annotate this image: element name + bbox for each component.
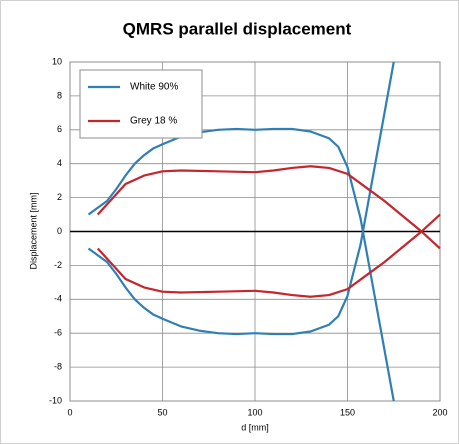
y-tick-label: -10 [49, 395, 62, 405]
data-line [96, 165, 441, 298]
x-tick-label: 50 [157, 407, 167, 417]
x-axis-label: d [mm] [241, 422, 269, 432]
y-tick-label: -6 [54, 328, 62, 338]
x-tick-label: 150 [340, 407, 355, 417]
legend-box [79, 69, 203, 139]
y-tick-label: 2 [57, 192, 62, 202]
y-tick-label: -2 [54, 260, 62, 270]
x-tick-label: 100 [247, 407, 262, 417]
y-tick-label: 0 [57, 226, 62, 236]
y-tick-label: 8 [57, 90, 62, 100]
x-tick-label: 0 [67, 407, 72, 417]
x-tick-label: 200 [432, 407, 447, 417]
y-tick-label: -8 [54, 361, 62, 371]
chart-title: QMRS parallel displacement [123, 19, 352, 38]
y-tick-label: 4 [57, 158, 62, 168]
y-tick-label: -4 [54, 294, 62, 304]
y-tick-label: 6 [57, 124, 62, 134]
y-tick-label: 10 [52, 56, 62, 66]
y-axis-label: Displacement [mm] [28, 192, 38, 269]
legend-label: Grey 18 % [130, 116, 177, 127]
data-line [87, 61, 395, 402]
legend-label: White 90% [130, 82, 178, 93]
